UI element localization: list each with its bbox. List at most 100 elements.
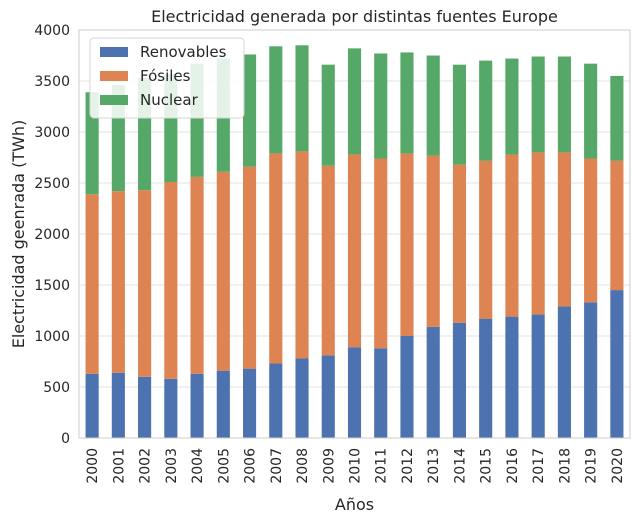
x-tick-label: 2001	[111, 448, 127, 484]
bar-renovables-2014	[452, 322, 467, 438]
bar-fósiles-2000	[85, 194, 99, 374]
x-tick-label: 2000	[85, 448, 101, 484]
y-tick-label: 2000	[34, 227, 70, 243]
x-tick-label: 2016	[505, 448, 521, 484]
legend-label-nuclear: Nuclear	[140, 91, 199, 109]
bar-fósiles-2002	[138, 190, 152, 377]
y-tick-label: 2500	[34, 176, 70, 192]
bar-fósiles-2014	[452, 164, 467, 323]
y-axis-label: Electricidad geenrada (TWh)	[9, 120, 28, 349]
plot-frame	[78, 29, 631, 439]
bar-renovables-2011	[374, 348, 388, 438]
bar-nuclear-2011	[374, 53, 388, 159]
y-tick-label: 3000	[34, 125, 70, 141]
bar-fósiles-2006	[242, 166, 257, 369]
bar-renovables-2003	[164, 378, 178, 438]
bar-fósiles-2003	[164, 181, 178, 379]
y-tick-label: 500	[43, 380, 70, 396]
legend-swatch-fósiles	[100, 71, 128, 81]
y-tick-label: 1500	[34, 278, 70, 294]
bar-fósiles-2019	[584, 158, 598, 303]
y-tick-label: 3500	[34, 74, 70, 90]
x-tick-label: 2010	[348, 448, 364, 484]
x-tick-label: 2019	[584, 448, 600, 484]
bar-renovables-2009	[321, 355, 335, 438]
bar-fósiles-2018	[557, 152, 571, 307]
bar-renovables-2007	[269, 363, 283, 438]
bar-fósiles-2017	[531, 152, 545, 315]
bar-fósiles-2007	[269, 153, 283, 364]
x-tick-label: 2017	[531, 448, 547, 484]
x-axis-label: Años	[335, 495, 374, 514]
x-tick-label: 2003	[164, 448, 180, 484]
bar-renovables-2000	[85, 373, 99, 438]
bar-nuclear-2009	[321, 64, 335, 166]
bar-fósiles-2010	[347, 154, 362, 348]
legend-swatch-nuclear	[100, 95, 128, 105]
bar-fósiles-2008	[295, 151, 309, 359]
bar-nuclear-2020	[610, 75, 624, 161]
legend-label-renovables: Renovables	[140, 43, 227, 61]
bar-renovables-2010	[347, 347, 362, 438]
bar-nuclear-2010	[347, 48, 362, 155]
bar-fósiles-2020	[610, 160, 624, 291]
bar-renovables-2017	[531, 314, 545, 438]
bar-fósiles-2015	[479, 160, 493, 319]
x-axis-ticks: 2000 2001 2002 2003 2004 2005 2006 2007 2008 2009…	[85, 448, 626, 484]
bar-renovables-2016	[505, 316, 519, 438]
x-tick-label: 2018	[557, 448, 573, 484]
x-tick-label: 2002	[138, 448, 154, 484]
x-tick-label: 2012	[400, 448, 416, 484]
chart-title: Electricidad generada por distintas fuen…	[151, 7, 558, 26]
bar-nuclear-2013	[426, 55, 440, 156]
bar-fósiles-2001	[111, 191, 125, 373]
bar-nuclear-2012	[400, 52, 414, 154]
legend-label-fósiles: Fósiles	[140, 67, 191, 85]
legend-swatch-renovables	[100, 47, 128, 57]
legend-box	[89, 37, 245, 119]
x-tick-label: 2006	[243, 448, 259, 484]
bar-renovables-2015	[479, 318, 493, 438]
bar-fósiles-2011	[374, 158, 388, 349]
x-tick-label: 2005	[216, 448, 232, 484]
bar-renovables-2018	[557, 306, 571, 438]
x-tick-label: 2009	[321, 448, 337, 484]
bar-renovables-2008	[295, 358, 309, 438]
bar-fósiles-2004	[190, 176, 204, 374]
bar-fósiles-2012	[400, 153, 414, 336]
x-tick-label: 2004	[190, 448, 206, 484]
bar-renovables-2004	[190, 373, 204, 438]
bar-fósiles-2016	[505, 154, 519, 317]
y-axis-ticks: 0 500 1000 1500 2000 2500 3000 3500 4000	[34, 23, 70, 447]
bar-renovables-2005	[216, 370, 230, 438]
x-tick-label: 2014	[452, 448, 468, 484]
bar-renovables-2002	[138, 376, 152, 438]
x-tick-label: 2013	[426, 448, 442, 484]
bar-nuclear-2018	[557, 56, 571, 153]
bar-nuclear-2016	[505, 58, 519, 155]
bar-nuclear-2014	[452, 64, 467, 165]
bar-nuclear-2015	[479, 60, 493, 161]
y-tick-label: 0	[61, 431, 70, 447]
y-tick-label: 1000	[34, 329, 70, 345]
bar-renovables-2019	[584, 302, 598, 438]
y-tick-label: 4000	[34, 23, 70, 39]
bar-renovables-2012	[400, 336, 414, 438]
bar-renovables-2020	[610, 290, 624, 438]
bar-nuclear-2006	[242, 54, 257, 167]
legend: Renovables Fósiles Nuclear	[89, 37, 245, 119]
bar-fósiles-2005	[216, 171, 230, 371]
bar-nuclear-2008	[295, 45, 309, 152]
bar-nuclear-2007	[269, 46, 283, 154]
bar-renovables-2001	[111, 372, 125, 438]
bar-nuclear-2017	[531, 56, 545, 153]
x-tick-label: 2007	[269, 448, 285, 484]
bar-renovables-2006	[242, 368, 257, 438]
x-tick-label: 2020	[610, 448, 626, 484]
bar-renovables-2013	[426, 326, 440, 438]
x-tick-label: 2008	[295, 448, 311, 484]
bar-fósiles-2009	[321, 165, 335, 356]
x-tick-label: 2015	[479, 448, 495, 484]
bar-nuclear-2019	[584, 63, 598, 159]
